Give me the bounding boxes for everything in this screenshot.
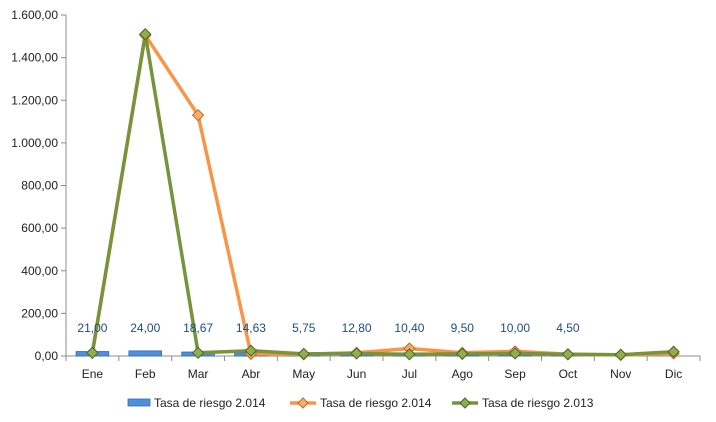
x-tick-label: Feb xyxy=(135,367,156,381)
series-point xyxy=(139,27,152,41)
y-tick-label: 0,00 xyxy=(35,349,59,363)
x-tick-label: Abr xyxy=(242,367,261,381)
data-label: 12,80 xyxy=(342,321,372,335)
x-tick-label: Ago xyxy=(452,367,474,381)
legend-label: Tasa de riesgo 2.013 xyxy=(482,396,594,410)
series-point xyxy=(244,344,258,357)
x-tick-label: Dic xyxy=(665,367,682,381)
data-label: 10,40 xyxy=(394,321,424,335)
legend: Tasa de riesgo 2.014 Tasa de riesgo 2.014… xyxy=(127,396,594,410)
bar xyxy=(128,350,163,357)
data-label: 10,00 xyxy=(500,321,530,335)
x-tick-label: Sep xyxy=(504,367,526,381)
data-label: 5,75 xyxy=(292,321,316,335)
legend-label: Tasa de riesgo 2.014 xyxy=(154,396,266,410)
series-point xyxy=(403,348,416,361)
series-point xyxy=(456,347,469,361)
series-point xyxy=(191,108,205,122)
series-line xyxy=(90,32,674,357)
series-point xyxy=(508,347,522,360)
legend-marker xyxy=(459,397,471,409)
x-tick-label: Ene xyxy=(82,367,104,381)
series-point xyxy=(297,347,310,361)
series-line xyxy=(90,33,674,357)
x-tick-label: Oct xyxy=(559,367,578,381)
y-tick-label: 1.600,00 xyxy=(11,8,58,22)
data-labels: 21,00 24,00 18,67 14,63 5,75 12,80 10,40 9,50 10… xyxy=(77,321,580,335)
x-tick-label: Mar xyxy=(188,367,209,381)
series-point xyxy=(350,347,363,360)
series-point xyxy=(191,346,205,360)
series-point xyxy=(667,345,680,358)
y-tick-label: 800,00 xyxy=(21,179,58,193)
y-tick-label: 1.400,00 xyxy=(11,51,58,65)
series-point xyxy=(86,346,99,360)
data-label: 24,00 xyxy=(130,321,160,335)
legend-swatch xyxy=(127,398,151,407)
series-point xyxy=(614,348,627,361)
data-label: 9,50 xyxy=(451,321,475,335)
series-point xyxy=(561,348,575,361)
data-label: 18,67 xyxy=(183,321,213,335)
data-label: 21,00 xyxy=(77,321,107,335)
x-axis: Ene Feb Mar Abr May Jun Jul Ago Sep Oct Nov Dic xyxy=(65,355,701,381)
y-tick-label: 1.000,00 xyxy=(11,136,58,150)
data-label: 4,50 xyxy=(556,321,580,335)
x-tick-label: May xyxy=(292,367,315,381)
x-tick-label: Jun xyxy=(347,367,366,381)
legend-marker xyxy=(297,397,309,409)
y-tick-label: 200,00 xyxy=(21,306,58,320)
line-series xyxy=(86,27,680,362)
x-tick-label: Nov xyxy=(610,367,631,381)
y-axis: 0,00 200,00 400,00 600,00 800,00 1.000,00 1.20… xyxy=(11,8,67,363)
x-tick-label: Jul xyxy=(402,367,417,381)
data-label: 14,63 xyxy=(236,321,266,335)
y-tick-label: 1.200,00 xyxy=(11,93,58,107)
y-tick-label: 600,00 xyxy=(21,221,58,235)
legend-label: Tasa de riesgo 2.014 xyxy=(320,396,432,410)
y-tick-label: 400,00 xyxy=(21,264,58,278)
